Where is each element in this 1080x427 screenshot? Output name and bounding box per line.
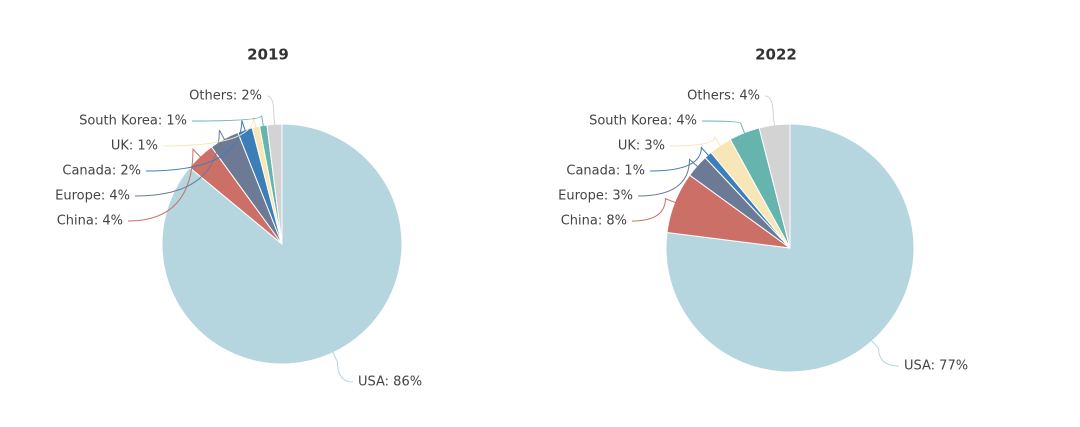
chart-title: 2019 <box>247 46 289 64</box>
connector <box>266 95 276 127</box>
connector <box>870 339 900 367</box>
connector <box>331 350 354 383</box>
data-label: UK: 3% <box>618 139 665 154</box>
data-label: South Korea: 4% <box>589 114 697 129</box>
chart-title: 2022 <box>755 46 797 64</box>
connector <box>764 95 776 128</box>
data-label: USA: 86% <box>358 375 422 390</box>
data-label: Europe: 4% <box>55 189 130 204</box>
data-label: Europe: 3% <box>558 189 633 204</box>
connector <box>191 115 265 128</box>
data-label: South Korea: 1% <box>79 114 187 129</box>
data-label: Canada: 1% <box>566 164 645 179</box>
connector <box>649 146 710 172</box>
connector <box>134 129 226 197</box>
connector <box>637 158 699 197</box>
connector <box>127 147 202 222</box>
connector <box>669 135 722 148</box>
connector <box>631 197 677 222</box>
data-label: USA: 77% <box>904 359 968 374</box>
data-label: Canada: 2% <box>62 164 141 179</box>
data-label: Others: 2% <box>189 89 262 104</box>
data-label: China: 4% <box>57 214 123 229</box>
data-label: China: 8% <box>561 214 627 229</box>
connector <box>701 120 746 135</box>
data-label: Others: 4% <box>687 89 760 104</box>
data-label: UK: 1% <box>111 139 158 154</box>
connector <box>145 120 247 172</box>
